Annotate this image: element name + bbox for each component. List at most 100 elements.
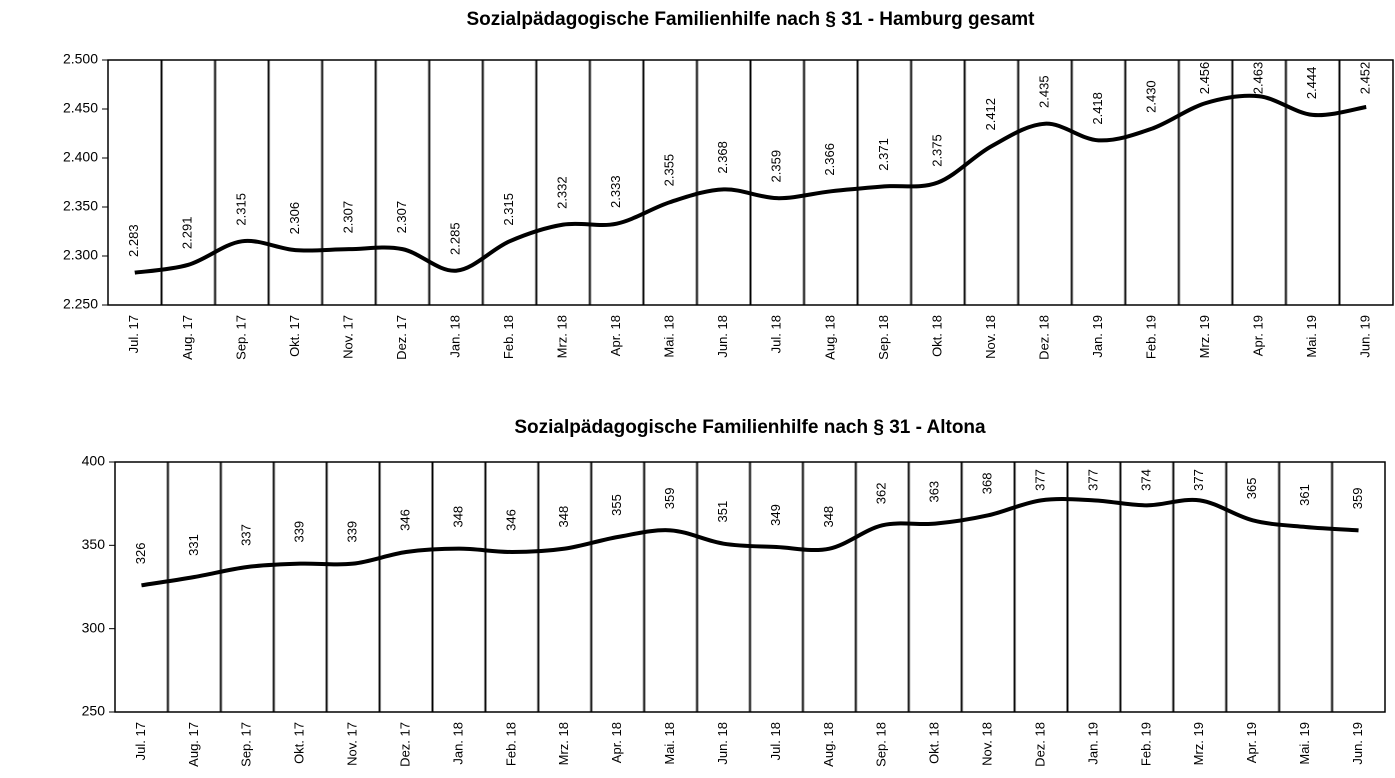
value-label: 2.291 [180,217,195,250]
x-tick-label: Jan. 18 [450,722,465,765]
value-label: 348 [556,506,571,528]
value-label: 2.430 [1144,80,1159,113]
x-tick-label: Okt. 18 [927,722,942,764]
value-label: 2.368 [715,141,730,174]
x-tick-label: Okt. 17 [287,315,302,357]
y-tick-label: 2.350 [63,198,98,214]
chart-title: Sozialpädagogische Familienhilfe nach § … [514,417,986,438]
x-tick-label: Dez. 18 [1032,722,1047,767]
value-label: 2.359 [769,150,784,183]
x-tick-label: Mai. 19 [1304,315,1319,358]
x-tick-label: Feb. 18 [503,722,518,766]
y-tick-label: 400 [82,453,106,469]
value-label: 348 [450,506,465,528]
value-label: 2.366 [822,143,837,176]
value-label: 2.355 [662,154,677,187]
value-label: 377 [1032,469,1047,491]
x-tick-label: Sep. 17 [233,315,248,360]
value-label: 365 [1244,477,1259,499]
x-tick-label: Nov. 17 [345,722,360,766]
y-tick-label: 2.250 [63,296,98,312]
value-label: 2.315 [233,193,248,226]
x-tick-label: Aug. 18 [821,722,836,767]
x-tick-label: Jul. 18 [769,315,784,353]
x-tick-label: Mrz. 18 [555,315,570,358]
value-label: 2.452 [1358,62,1373,95]
value-label: 2.412 [983,98,998,131]
value-label: 2.444 [1304,67,1319,100]
value-label: 2.333 [608,175,623,208]
y-tick-label: 350 [82,536,106,552]
x-tick-label: Jul. 17 [126,315,141,353]
x-tick-label: Jun. 19 [1358,315,1373,358]
x-tick-label: Jan. 19 [1090,315,1105,358]
y-tick-label: 2.450 [63,100,98,116]
value-label: 337 [239,524,254,546]
value-label: 2.435 [1036,75,1051,108]
value-label: 2.375 [929,134,944,167]
value-label: 362 [874,482,889,504]
x-tick-label: Dez. 17 [397,722,412,767]
plot-frame [114,461,1386,713]
value-label: 2.285 [447,222,462,255]
value-label: 348 [821,506,836,528]
x-tick-label: Nov. 17 [340,315,355,359]
value-label: 359 [662,487,677,509]
value-label: 374 [1138,469,1153,491]
x-tick-label: Nov. 18 [980,722,995,766]
x-tick-label: Apr. 18 [608,315,623,356]
y-tick-label: 2.500 [63,51,98,67]
x-tick-label: Mrz. 18 [556,722,571,765]
x-tick-label: Jun. 19 [1350,722,1365,765]
x-tick-label: Sep. 18 [874,722,889,767]
value-label: 377 [1191,469,1206,491]
value-label: 377 [1085,469,1100,491]
x-tick-label: Jun. 18 [715,315,730,358]
x-tick-label: Feb. 18 [501,315,516,359]
value-label: 346 [397,509,412,531]
value-label: 331 [186,534,201,556]
x-tick-label: Mai. 18 [662,315,677,358]
y-tick-label: 300 [82,619,106,635]
value-label: 2.371 [876,138,891,171]
x-tick-label: Nov. 18 [983,315,998,359]
x-tick-label: Aug. 18 [822,315,837,360]
x-tick-label: Jul. 17 [133,722,148,760]
x-tick-label: Mai. 18 [662,722,677,765]
y-tick-label: 2.400 [63,149,98,165]
x-tick-label: Sep. 17 [239,722,254,767]
value-label: 2.315 [501,193,516,226]
x-tick-label: Aug. 17 [186,722,201,767]
value-label: 359 [1350,487,1365,509]
data-line [141,497,1359,588]
x-tick-label: Jan. 18 [447,315,462,358]
value-label: 2.307 [394,201,409,234]
value-label: 351 [715,501,730,523]
x-tick-label: Feb. 19 [1144,315,1159,359]
chart-title: Sozialpädagogische Familienhilfe nach § … [466,9,1035,30]
value-label: 368 [980,472,995,494]
x-tick-label: Dez. 17 [394,315,409,360]
x-tick-label: Okt. 18 [929,315,944,357]
x-tick-label: Dez. 18 [1036,315,1051,360]
data-line [134,93,1367,275]
x-tick-label: Mrz. 19 [1191,722,1206,765]
value-label: 346 [503,509,518,531]
value-label: 2.332 [555,176,570,209]
value-label: 363 [927,481,942,503]
x-tick-label: Jun. 18 [715,722,730,765]
value-label: 2.306 [287,202,302,235]
value-label: 349 [768,504,783,526]
value-label: 355 [609,494,624,516]
value-label: 2.283 [126,224,141,257]
x-tick-label: Apr. 19 [1251,315,1266,356]
x-tick-label: Aug. 17 [180,315,195,360]
x-tick-label: Jan. 19 [1085,722,1100,765]
y-tick-label: 250 [82,703,106,719]
value-label: 2.456 [1197,62,1212,95]
x-tick-label: Apr. 19 [1244,722,1259,763]
x-tick-label: Feb. 19 [1138,722,1153,766]
x-tick-label: Mrz. 19 [1197,315,1212,358]
value-label: 339 [292,521,307,543]
